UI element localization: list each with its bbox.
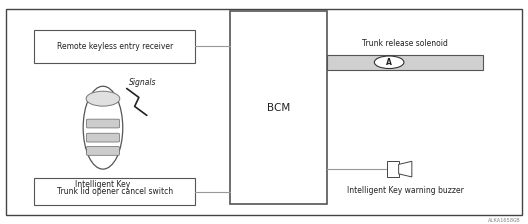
- Text: BCM: BCM: [267, 103, 290, 112]
- Text: Trunk lid opener cancel switch: Trunk lid opener cancel switch: [57, 187, 173, 196]
- Text: Trunk release solenoid: Trunk release solenoid: [362, 39, 448, 48]
- Text: A: A: [386, 58, 392, 67]
- Text: Signals: Signals: [129, 78, 157, 87]
- FancyBboxPatch shape: [87, 119, 119, 128]
- FancyBboxPatch shape: [87, 133, 119, 142]
- Text: Intelligent Key warning buzzer: Intelligent Key warning buzzer: [347, 186, 464, 195]
- Circle shape: [374, 56, 404, 69]
- Bar: [387, 161, 399, 177]
- Text: Intelligent Key: Intelligent Key: [76, 180, 130, 189]
- Bar: [34, 30, 195, 63]
- Bar: [230, 11, 327, 204]
- Ellipse shape: [83, 86, 122, 169]
- Text: ALKA1658GB: ALKA1658GB: [487, 218, 520, 223]
- Ellipse shape: [86, 91, 120, 106]
- FancyBboxPatch shape: [87, 146, 119, 155]
- Bar: [34, 178, 195, 205]
- Polygon shape: [399, 161, 412, 177]
- Bar: [327, 55, 483, 69]
- Text: Remote keyless entry receiver: Remote keyless entry receiver: [56, 42, 173, 51]
